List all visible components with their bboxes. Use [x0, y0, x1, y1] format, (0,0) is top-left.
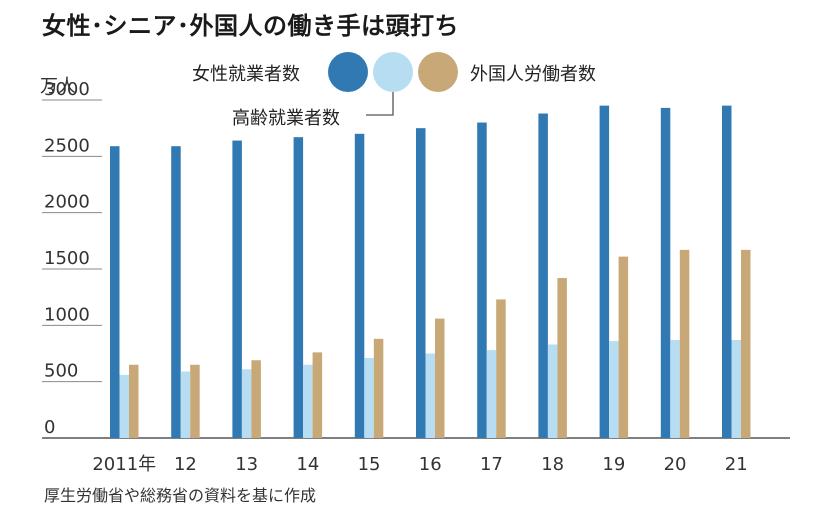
- bar-senior: [364, 358, 374, 438]
- y-axis-ticks: 0 500 1000 1500 2000 2500 3000: [44, 79, 90, 438]
- bar-senior: [609, 341, 619, 438]
- legend-label-senior: 高齢就業者数: [232, 108, 340, 129]
- y-tick-label: 1000: [44, 304, 90, 325]
- x-tick-label: 13: [235, 454, 258, 475]
- x-tick-label: 21: [725, 454, 748, 475]
- bar-foreign: [435, 318, 445, 438]
- bar-senior: [731, 339, 741, 438]
- bar-female: [477, 122, 487, 439]
- legend-leader-line: [366, 92, 394, 116]
- bar-foreign: [618, 256, 629, 438]
- bar-female: [110, 146, 120, 438]
- bar-female: [171, 146, 181, 438]
- bar-foreign: [557, 278, 567, 438]
- x-tick-label: 16: [419, 454, 442, 475]
- source-note: 厚生労働省や総務省の資料を基に作成: [44, 486, 317, 505]
- bar-female: [538, 113, 548, 439]
- y-tick-label: 2000: [44, 192, 90, 213]
- legend-label-female: 女性就業者数: [192, 64, 300, 85]
- x-tick-label: 17: [480, 454, 503, 475]
- bar-senior: [303, 364, 313, 438]
- y-axis-unit-label: 万人: [40, 76, 76, 97]
- bar-female: [232, 140, 242, 438]
- bar-senior: [241, 369, 252, 438]
- y-tick-label: 3000: [44, 79, 90, 100]
- legend: [328, 52, 458, 116]
- legend-swatch-female: [328, 52, 368, 92]
- bar-female: [293, 137, 304, 438]
- y-tick-label: 2500: [44, 135, 90, 156]
- bar-series: [110, 105, 751, 439]
- chart-title: 女性･シニア･外国人の働き手は頭打ち: [42, 12, 459, 40]
- x-tick-label: 14: [296, 454, 319, 475]
- bar-female: [722, 105, 732, 438]
- x-tick-label: 19: [602, 454, 625, 475]
- x-tick-label: 12: [174, 454, 197, 475]
- bar-senior: [547, 344, 558, 438]
- bar-foreign: [679, 249, 690, 438]
- bar-foreign: [129, 364, 139, 438]
- bar-foreign: [496, 299, 506, 438]
- bar-senior: [180, 371, 191, 438]
- bar-female: [354, 133, 365, 439]
- bar-senior: [119, 374, 129, 438]
- bar-foreign: [373, 338, 384, 438]
- legend-swatch-senior: [373, 52, 413, 92]
- bar-female: [416, 128, 426, 438]
- bar-senior: [486, 350, 497, 438]
- y-tick-label: 1500: [44, 248, 90, 269]
- x-axis-ticks: 2011年 12 13 14 15 16 17 18 19 20 21: [92, 454, 747, 475]
- x-tick-label: 20: [664, 454, 687, 475]
- bar-foreign: [190, 364, 200, 438]
- y-tick-label: 500: [44, 361, 78, 382]
- bar-female: [599, 105, 610, 438]
- x-tick-label: 15: [358, 454, 381, 475]
- x-tick-label: 2011年: [92, 454, 156, 475]
- legend-swatch-foreign: [418, 52, 458, 92]
- y-tick-label: 0: [44, 417, 55, 438]
- bar-foreign: [251, 360, 261, 438]
- bar-senior: [425, 353, 435, 438]
- bar-foreign: [312, 352, 323, 438]
- bar-foreign: [741, 249, 751, 438]
- bar-senior: [670, 339, 680, 438]
- x-tick-label: 18: [541, 454, 564, 475]
- legend-label-foreign: 外国人労働者数: [470, 64, 596, 85]
- bar-female: [660, 107, 671, 439]
